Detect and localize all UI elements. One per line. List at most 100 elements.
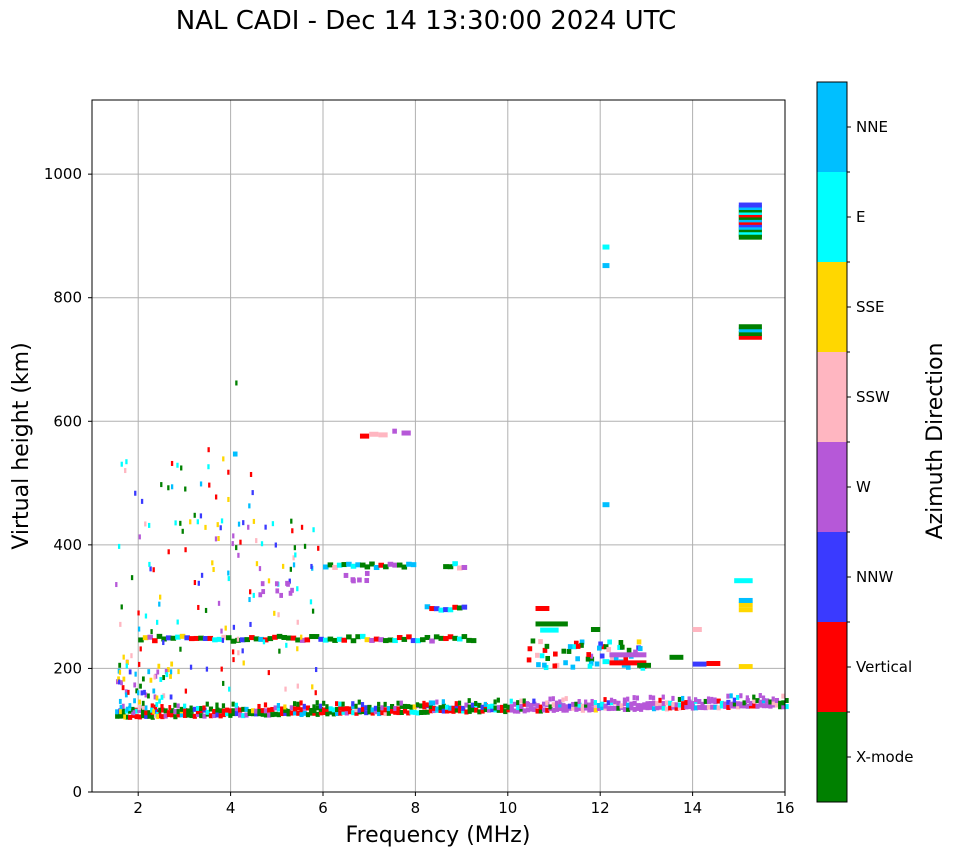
spread-echo [312, 527, 315, 533]
e-layer-echo [370, 707, 375, 713]
spread-echo [189, 519, 192, 525]
e-layer-echo [525, 707, 530, 713]
spread-echo [144, 521, 147, 527]
e-layer-echo [457, 705, 463, 711]
e-layer-echo [338, 705, 343, 711]
spread-echo [115, 679, 119, 685]
e-layer-echo [173, 702, 177, 708]
f-layer-echo [452, 635, 458, 641]
e-layer-echo [609, 697, 614, 703]
f-layer-echo [198, 635, 204, 641]
e-layer-echo [761, 698, 767, 704]
hf-echo [579, 639, 585, 645]
e-layer-echo [157, 713, 162, 719]
spread-echo [134, 708, 138, 714]
f-layer-echo [295, 637, 301, 643]
e-layer-echo [584, 705, 589, 711]
spread-echo [193, 512, 196, 518]
f-layer-echo [341, 562, 348, 568]
e-layer-echo [645, 705, 650, 711]
spread-echo [149, 566, 152, 572]
e-layer-echo [622, 697, 627, 703]
e-layer-echo [296, 710, 301, 716]
e-layer-echo [144, 705, 148, 711]
colorbar-frame [816, 81, 848, 803]
hf-echo [669, 654, 684, 660]
e-layer-echo [237, 712, 243, 718]
spread-echo [140, 690, 144, 696]
spread-echo [133, 698, 136, 704]
f-layer-echo [396, 562, 403, 568]
e-layer-echo [564, 696, 568, 702]
e-layer-echo [273, 711, 278, 717]
e-layer-echo [115, 713, 120, 719]
e-layer-echo [299, 700, 303, 706]
spread-echo [197, 604, 200, 610]
spread-echo [311, 684, 314, 690]
hf-echo [536, 662, 541, 668]
spread-echo [208, 482, 211, 488]
f-layer-echo [165, 635, 172, 641]
e-layer-echo [677, 705, 682, 711]
e-layer-echo [525, 701, 530, 707]
e-layer-echo [684, 704, 689, 710]
e-layer-echo [399, 700, 403, 706]
e-layer-echo [377, 706, 382, 712]
spread-echo [139, 683, 142, 689]
spread-echo [293, 545, 297, 551]
e-layer-echo [305, 705, 311, 711]
e-layer-echo [493, 699, 497, 705]
spread-echo [179, 520, 182, 526]
spread-echo [292, 562, 296, 568]
e-layer-echo [729, 693, 733, 699]
spread-echo [125, 459, 128, 465]
e-layer-echo [328, 709, 333, 715]
e-layer-echo [661, 700, 666, 706]
spread-echo [141, 700, 145, 706]
f-layer-echo [184, 635, 190, 641]
e-layer-echo [309, 710, 314, 716]
high-echo [602, 659, 610, 665]
e-layer-echo [215, 702, 219, 708]
x-tick-label: 10 [498, 799, 517, 817]
f-layer-echo [456, 636, 463, 642]
spread-echo [152, 709, 155, 715]
spread-echo [228, 686, 231, 692]
e-layer-echo [577, 705, 582, 711]
spread-echo [167, 485, 170, 491]
e-layer-echo [179, 712, 184, 718]
e-layer-echo [726, 699, 731, 705]
spread-echo [132, 710, 136, 716]
e-layer-echo [419, 703, 424, 709]
f-layer-echo [170, 635, 177, 641]
e-layer-echo [438, 707, 443, 713]
spread-echo [258, 566, 262, 572]
spread-echo [300, 524, 304, 530]
spread-echo [255, 538, 258, 544]
e-layer-echo [438, 705, 443, 711]
e-layer-echo [758, 702, 763, 708]
e-layer-echo [228, 712, 233, 718]
e-layer-echo [690, 701, 695, 707]
e-layer-echo [399, 709, 404, 715]
e-layer-echo [199, 713, 204, 719]
spread-echo [204, 524, 207, 530]
e-layer-echo [532, 707, 537, 713]
e-layer-echo [270, 712, 275, 718]
high-echo [392, 428, 397, 434]
f-layer-echo [387, 637, 394, 643]
e-layer-echo [435, 699, 439, 705]
spread-echo [224, 625, 227, 631]
e-layer-echo [635, 703, 640, 709]
e-layer-echo [635, 695, 640, 701]
e-layer-echo [150, 714, 155, 720]
e-layer-echo [202, 713, 207, 719]
e-layer-echo [373, 705, 378, 711]
f-layer-echo [433, 606, 440, 612]
colorbar-segment-ssw [817, 352, 847, 442]
e-layer-echo [710, 704, 715, 710]
hf-echo [594, 661, 600, 667]
e-layer-echo [244, 712, 249, 718]
hf-echo [692, 661, 707, 667]
spread-echo [147, 522, 151, 528]
